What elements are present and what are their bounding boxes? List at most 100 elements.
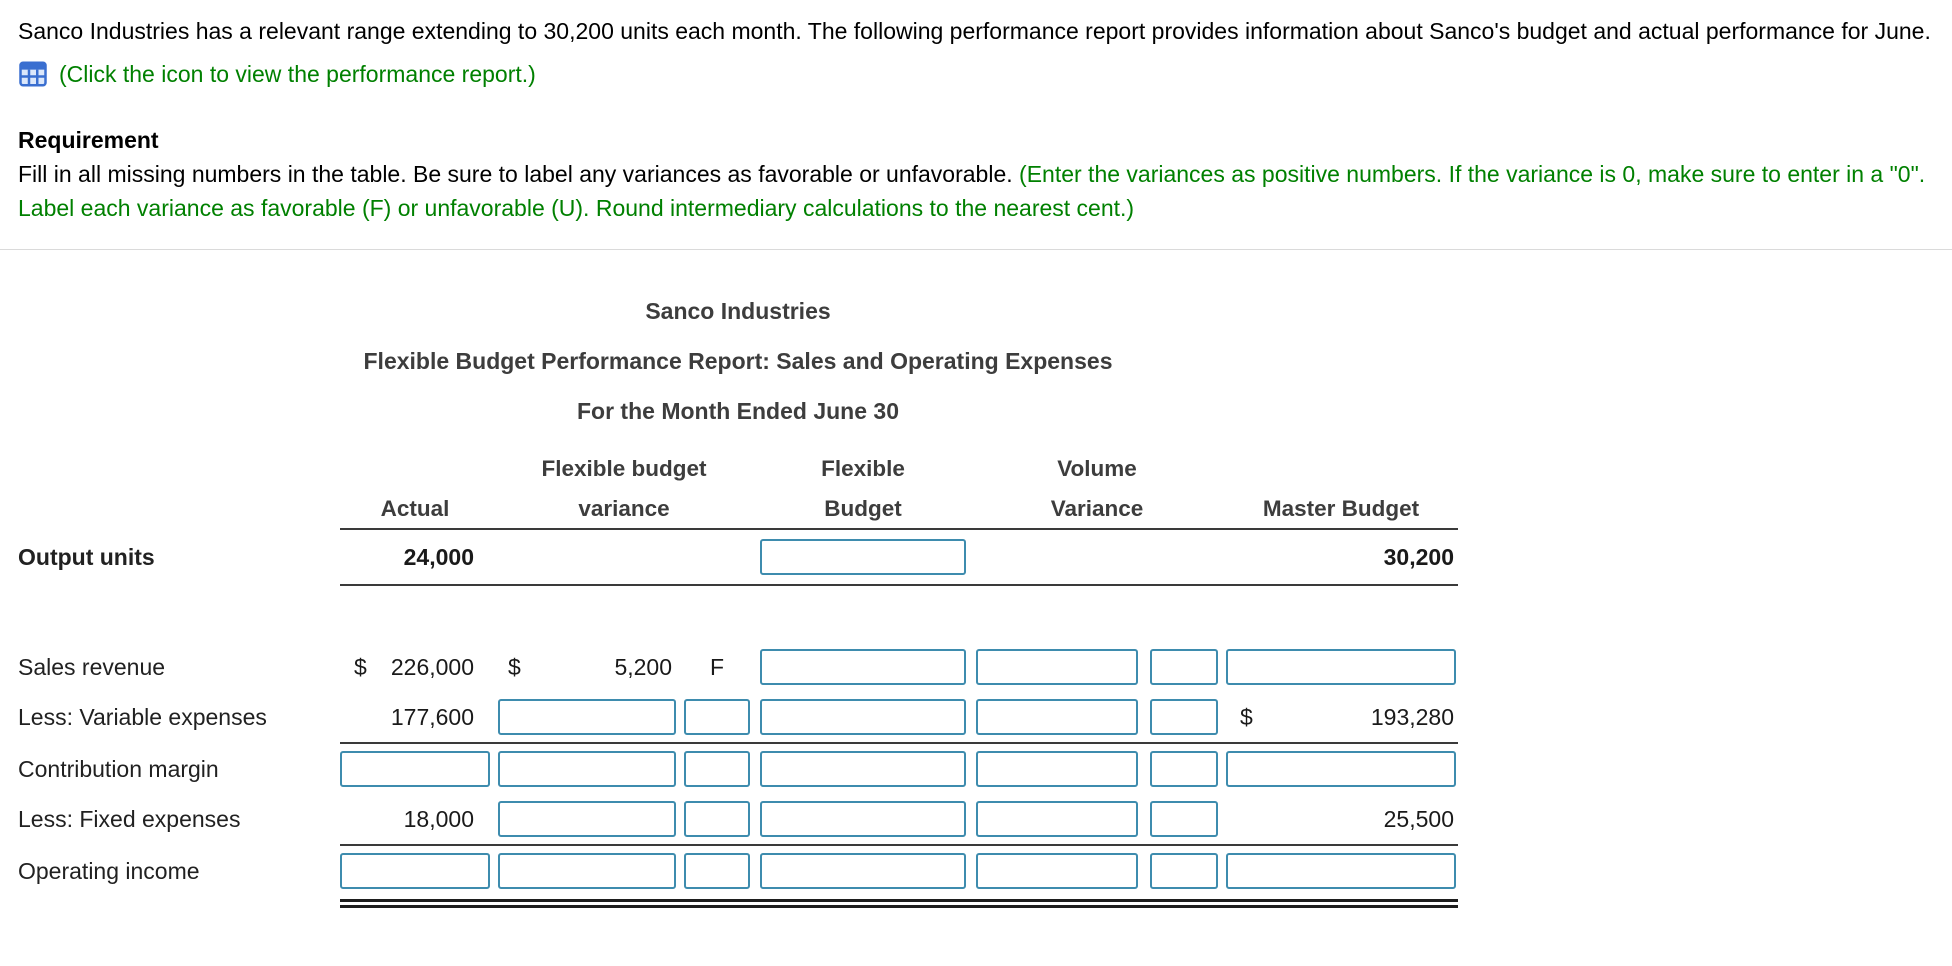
cell-fixed-expenses-volume-variance: [976, 801, 1138, 837]
table-row-operating-income: Operating income: [18, 846, 1458, 896]
row-label-output-units: Output units: [18, 543, 155, 570]
cell-variable-expenses-fbv: [498, 699, 676, 735]
operating-income-flexible-budget-variance-input[interactable]: [498, 853, 676, 889]
col-header-flexible-budget-variance-line1: Flexible budget: [541, 456, 707, 481]
fixed-expenses-master-budget-value: 25,500: [1383, 805, 1454, 832]
intro-paragraph: Sanco Industries has a relevant range ex…: [18, 18, 1931, 44]
cell-variable-expenses-volume-variance: [976, 699, 1138, 735]
table-row-output-units: Output units 24,000 30,200: [18, 530, 1458, 584]
variable-expenses-flexible-budget-input[interactable]: [760, 699, 966, 735]
requirement-text: Fill in all missing numbers in the table…: [18, 157, 1936, 225]
requirement-heading: Requirement: [18, 127, 159, 153]
header-underline: [340, 528, 1458, 530]
performance-report-table: Sanco Industries Flexible Budget Perform…: [18, 286, 1458, 908]
variable-expenses-volume-variance-fu-input[interactable]: [1150, 699, 1218, 735]
header-row-1: Flexible budget Flexible Volume: [18, 436, 1458, 482]
cell-operating-income-fbv: [498, 853, 676, 889]
row-label-contribution-margin: Contribution margin: [18, 755, 219, 782]
cell-contribution-margin-volume-variance: [976, 751, 1138, 787]
report-icon-line: (Click the icon to view the performance …: [18, 57, 1936, 91]
cell-operating-income-actual: [340, 853, 490, 889]
variable-expenses-actual-value: 177,600: [390, 703, 474, 730]
cell-operating-income-master-budget: [1226, 853, 1456, 889]
cell-contribution-margin-flexible-budget: [760, 751, 966, 787]
contribution-margin-actual-input[interactable]: [340, 751, 490, 787]
cell-operating-income-fbv-fu: [684, 853, 750, 889]
report-company-title: Sanco Industries: [645, 298, 831, 324]
requirement-text-green: (Enter the variances as positive numbers…: [18, 161, 1926, 221]
fixed-expenses-actual-value: 18,000: [403, 805, 474, 832]
sales-revenue-fbv-amount: 5,200: [614, 653, 672, 680]
col-header-flexible-budget-line2: Budget: [824, 496, 902, 521]
fixed-expenses-volume-variance-fu-input[interactable]: [1150, 801, 1218, 837]
table-row-variable-expenses: Less: Variable expenses 177,600 $ 193,28…: [18, 692, 1458, 742]
sales-revenue-master-budget-input[interactable]: [1226, 649, 1456, 685]
bottom-double-rule: [340, 899, 1458, 908]
contribution-margin-flexible-budget-input[interactable]: [760, 751, 966, 787]
sales-revenue-actual-value: $ 226,000: [340, 654, 490, 681]
operating-income-master-budget-input[interactable]: [1226, 853, 1456, 889]
sales-revenue-fbv-direction: F: [709, 653, 725, 680]
fixed-expenses-flexible-budget-variance-input[interactable]: [498, 801, 676, 837]
report-period-title: For the Month Ended June 30: [576, 398, 899, 424]
output-units-underline: [340, 584, 1458, 586]
operating-income-flexible-budget-input[interactable]: [760, 853, 966, 889]
cell-operating-income-flexible-budget: [760, 853, 966, 889]
col-header-volume-variance-line2: Variance: [1050, 496, 1144, 521]
fixed-expenses-volume-variance-input[interactable]: [976, 801, 1138, 837]
header-row-2: Actual variance Budget Variance Master B…: [18, 482, 1458, 528]
contribution-margin-fbv-fu-input[interactable]: [684, 751, 750, 787]
col-header-volume-variance-line1: Volume: [1057, 456, 1137, 481]
cell-fixed-expenses-flexible-budget: [760, 801, 966, 837]
table-row-contribution-margin: Contribution margin: [18, 744, 1458, 794]
currency-symbol: $: [1240, 703, 1253, 730]
col-header-flexible-budget-line1: Flexible: [821, 456, 905, 481]
cell-sales-revenue-volume-variance-fu: [1150, 649, 1218, 685]
variable-expenses-underline: [340, 742, 1458, 744]
cell-operating-income-volume-variance-fu: [1150, 853, 1218, 889]
currency-symbol: $: [508, 653, 521, 680]
table-row-fixed-expenses: Less: Fixed expenses 18,000 25,500: [18, 794, 1458, 844]
row-label-variable-expenses: Less: Variable expenses: [18, 703, 267, 730]
variable-expenses-flexible-budget-variance-input[interactable]: [498, 699, 676, 735]
cell-contribution-margin-fbv: [498, 751, 676, 787]
table-icon-svg: [19, 61, 47, 87]
sales-revenue-flexible-budget-variance-value: $ 5,200: [498, 654, 676, 681]
contribution-margin-volume-variance-fu-input[interactable]: [1150, 751, 1218, 787]
cell-output-units-flexible-budget: [760, 539, 966, 575]
variable-expenses-master-amount: 193,280: [1370, 703, 1454, 730]
cell-variable-expenses-volume-variance-fu: [1150, 699, 1218, 735]
fixed-expenses-underline: [340, 844, 1458, 846]
variable-expenses-volume-variance-input[interactable]: [976, 699, 1138, 735]
fixed-expenses-fbv-fu-input[interactable]: [684, 801, 750, 837]
variable-expenses-fbv-fu-input[interactable]: [684, 699, 750, 735]
section-divider: [0, 249, 1952, 250]
table-row-sales-revenue: Sales revenue $ 226,000 $ 5,200 F: [18, 642, 1458, 692]
sales-revenue-flexible-budget-input[interactable]: [760, 649, 966, 685]
cell-sales-revenue-master-budget: [1226, 649, 1456, 685]
sales-revenue-volume-variance-input[interactable]: [976, 649, 1138, 685]
contribution-margin-master-budget-input[interactable]: [1226, 751, 1456, 787]
operating-income-volume-variance-input[interactable]: [976, 853, 1138, 889]
cell-sales-revenue-flexible-budget: [760, 649, 966, 685]
col-header-flexible-budget-variance-line2: variance: [578, 496, 670, 521]
cell-operating-income-volume-variance: [976, 853, 1138, 889]
sales-revenue-volume-variance-fu-input[interactable]: [1150, 649, 1218, 685]
operating-income-volume-variance-fu-input[interactable]: [1150, 853, 1218, 889]
requirement-section: Requirement Fill in all missing numbers …: [18, 123, 1936, 225]
contribution-margin-flexible-budget-variance-input[interactable]: [498, 751, 676, 787]
col-header-master-budget: Master Budget: [1262, 496, 1420, 521]
output-units-flexible-budget-input[interactable]: [760, 539, 966, 575]
operating-income-actual-input[interactable]: [340, 853, 490, 889]
row-label-operating-income: Operating income: [18, 857, 200, 884]
cell-fixed-expenses-fbv: [498, 801, 676, 837]
fixed-expenses-flexible-budget-input[interactable]: [760, 801, 966, 837]
output-units-master-budget-value: 30,200: [1383, 543, 1454, 570]
operating-income-fbv-fu-input[interactable]: [684, 853, 750, 889]
cell-variable-expenses-flexible-budget: [760, 699, 966, 735]
cell-contribution-margin-volume-variance-fu: [1150, 751, 1218, 787]
output-units-actual-value: 24,000: [403, 543, 474, 570]
cell-variable-expenses-fbv-fu: [684, 699, 750, 735]
contribution-margin-volume-variance-input[interactable]: [976, 751, 1138, 787]
table-icon[interactable]: [18, 59, 48, 89]
